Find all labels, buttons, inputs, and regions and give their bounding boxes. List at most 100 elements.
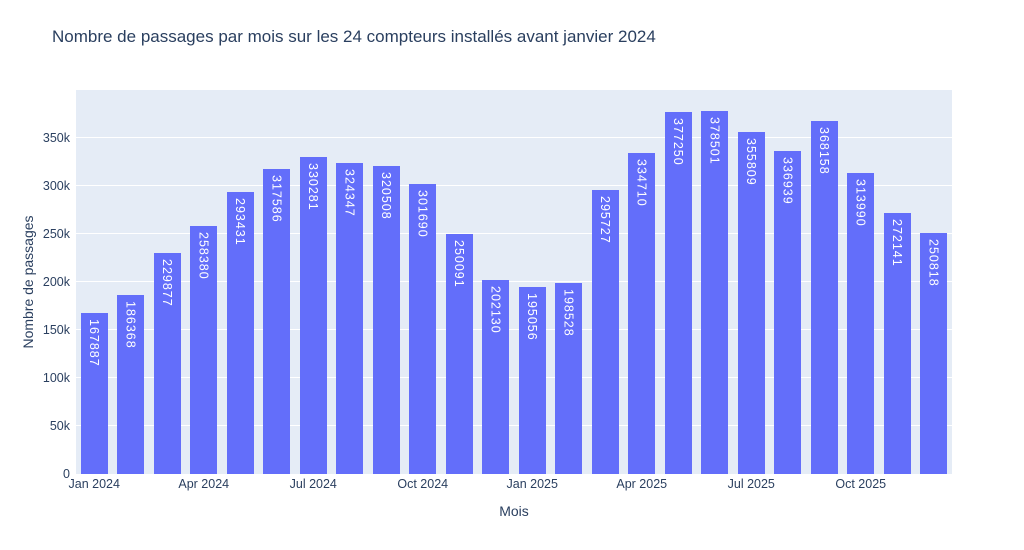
x-tick-label: Oct 2024 (397, 477, 449, 491)
bar-slot: 317586 (259, 90, 296, 474)
bar-value-label: 186368 (123, 301, 138, 349)
y-tick-label: 350k (42, 131, 70, 145)
bar-value-label: 355809 (744, 138, 759, 187)
bar-oct-2024[interactable]: 301690 (409, 184, 437, 474)
bar-jul-2024[interactable]: 330281 (299, 156, 327, 474)
bar-slot: 258380 (186, 90, 223, 474)
y-tick-label: 200k (42, 275, 70, 289)
bar-may-2025[interactable]: 377250 (664, 111, 692, 474)
bar-sep-2024[interactable]: 320508 (372, 166, 400, 474)
y-tick-label: 100k (42, 371, 70, 385)
bar-value-label: 293431 (233, 198, 248, 247)
bar-jun-2025[interactable]: 378501 (701, 110, 729, 474)
bar-mar-2025[interactable]: 295727 (591, 190, 619, 474)
bar-value-label: 202130 (488, 285, 503, 334)
bar-mar-2024[interactable]: 229877 (153, 253, 181, 474)
bar-feb-2025[interactable]: 198528 (555, 283, 583, 474)
bar-apr-2025[interactable]: 334710 (628, 152, 656, 474)
x-tick-label: Oct 2025 (835, 477, 887, 491)
bar-slot: 250818 (916, 90, 953, 474)
gridline (76, 329, 952, 330)
x-tick-label: Jul 2025 (727, 477, 775, 491)
x-tick-label: Apr 2024 (178, 477, 230, 491)
bar-slot: 186368 (113, 90, 150, 474)
y-tick-label: 50k (49, 419, 70, 433)
bar-value-label: 250091 (452, 239, 467, 288)
bar-slot: 167887 (76, 90, 113, 474)
bars-container: 167887 186368 229877 258380 293431 317586 3302… (76, 90, 952, 474)
bar-value-label: 195056 (525, 292, 540, 341)
bar-slot: 202130 (478, 90, 515, 474)
bar-slot: 198528 (551, 90, 588, 474)
x-tick-label: Jan 2025 (506, 477, 558, 491)
bar-jan-2025[interactable]: 195056 (518, 286, 546, 474)
bar-value-label: 378501 (707, 116, 722, 165)
bar-slot: 355809 (733, 90, 770, 474)
bar-feb-2024[interactable]: 186368 (117, 295, 145, 474)
x-tick-label: Apr 2025 (616, 477, 668, 491)
bar-slot: 324347 (332, 90, 369, 474)
bar-value-label: 368158 (817, 126, 832, 175)
bar-slot: 330281 (295, 90, 332, 474)
bar-jun-2024[interactable]: 317586 (263, 169, 291, 474)
gridline (76, 425, 952, 426)
x-axis-title: Mois (499, 503, 529, 519)
bar-value-label: 250818 (926, 239, 941, 287)
bar-apr-2024[interactable]: 258380 (190, 225, 218, 474)
bar-value-label: 334710 (634, 158, 649, 207)
bar-value-label: 320508 (379, 172, 394, 221)
bar-jan-2024[interactable]: 167887 (80, 312, 108, 474)
gridline (76, 281, 952, 282)
bar-slot: 378501 (697, 90, 734, 474)
bar-slot: 195056 (514, 90, 551, 474)
bar-slot: 336939 (770, 90, 807, 474)
bar-value-label: 295727 (598, 196, 613, 244)
bar-slot: 250091 (441, 90, 478, 474)
bar-slot: 368158 (806, 90, 843, 474)
bar-dec-2025[interactable]: 250818 (920, 233, 948, 474)
chart-title: Nombre de passages par mois sur les 24 c… (52, 27, 656, 46)
bar-slot: 334710 (624, 90, 661, 474)
bar-aug-2025[interactable]: 336939 (774, 150, 802, 474)
bar-slot: 377250 (660, 90, 697, 474)
bar-value-label: 317586 (269, 175, 284, 223)
bar-slot: 272141 (879, 90, 916, 474)
bar-value-label: 258380 (196, 231, 211, 280)
bar-slot: 301690 (405, 90, 442, 474)
bar-oct-2025[interactable]: 313990 (847, 172, 875, 474)
bar-nov-2025[interactable]: 272141 (883, 212, 911, 474)
plot-area: 167887 186368 229877 258380 293431 317586 3302… (76, 90, 952, 474)
bar-value-label: 272141 (890, 218, 905, 267)
bar-value-label: 377250 (671, 117, 686, 166)
bar-sep-2025[interactable]: 368158 (810, 120, 838, 474)
bar-value-label: 198528 (561, 289, 576, 338)
y-tick-label: 0 (63, 467, 70, 481)
bar-slot: 313990 (843, 90, 880, 474)
bar-value-label: 330281 (306, 162, 321, 211)
gridline (76, 233, 952, 234)
bar-dec-2024[interactable]: 202130 (482, 279, 510, 474)
bar-slot: 293431 (222, 90, 259, 474)
bar-aug-2024[interactable]: 324347 (336, 162, 364, 474)
bar-value-label: 336939 (780, 156, 795, 205)
bar-nov-2024[interactable]: 250091 (445, 233, 473, 474)
x-axis-ticks: Jan 2024 Apr 2024 Jul 2024 Oct 2024 Jan 2025… (69, 477, 952, 495)
y-tick-label: 150k (42, 323, 70, 337)
y-tick-label: 250k (42, 227, 70, 241)
gridline (76, 377, 952, 378)
bar-value-label: 301690 (415, 190, 430, 239)
x-tick-label: Jan 2024 (68, 477, 120, 491)
bar-slot: 229877 (149, 90, 186, 474)
bar-value-label: 324347 (342, 168, 357, 217)
bar-slot: 320508 (368, 90, 405, 474)
bar-may-2024[interactable]: 293431 (226, 192, 254, 474)
gridline (76, 185, 952, 186)
x-tick-label: Jul 2024 (289, 477, 337, 491)
bar-value-label: 229877 (160, 259, 175, 308)
bar-jul-2025[interactable]: 355809 (737, 132, 765, 474)
bar-slot: 295727 (587, 90, 624, 474)
y-tick-label: 300k (42, 179, 70, 193)
gridline (76, 137, 952, 138)
y-axis-ticks: 0 50k 100k 150k 200k 250k 300k 350k (0, 90, 70, 481)
